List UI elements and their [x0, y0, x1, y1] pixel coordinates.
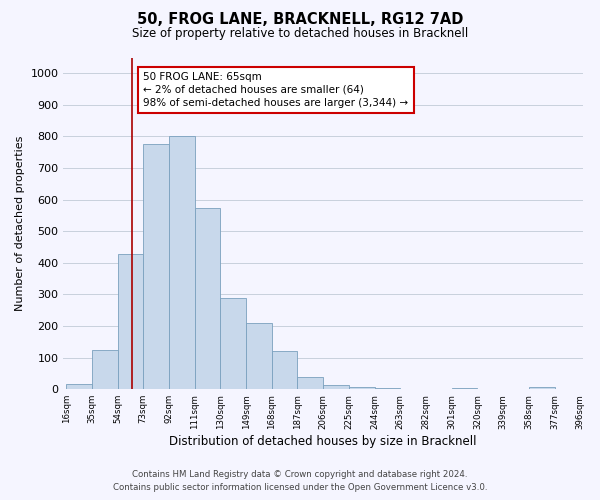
Text: 50, FROG LANE, BRACKNELL, RG12 7AD: 50, FROG LANE, BRACKNELL, RG12 7AD: [137, 12, 463, 28]
Bar: [143, 144, 169, 389]
Bar: [323, 386, 349, 389]
Bar: [220, 298, 246, 389]
Bar: [374, 388, 400, 389]
Text: Contains HM Land Registry data © Crown copyright and database right 2024.
Contai: Contains HM Land Registry data © Crown c…: [113, 470, 487, 492]
X-axis label: Distribution of detached houses by size in Bracknell: Distribution of detached houses by size …: [169, 434, 477, 448]
Bar: [298, 376, 323, 389]
Bar: [349, 386, 374, 389]
Bar: [452, 388, 478, 389]
Bar: [529, 386, 554, 389]
Text: Size of property relative to detached houses in Bracknell: Size of property relative to detached ho…: [132, 28, 468, 40]
Y-axis label: Number of detached properties: Number of detached properties: [15, 136, 25, 311]
Text: 50 FROG LANE: 65sqm
← 2% of detached houses are smaller (64)
98% of semi-detache: 50 FROG LANE: 65sqm ← 2% of detached hou…: [143, 72, 409, 108]
Bar: [92, 350, 118, 389]
Bar: [66, 384, 92, 389]
Bar: [246, 323, 272, 389]
Bar: [169, 136, 194, 389]
Bar: [118, 254, 143, 389]
Bar: [272, 352, 298, 389]
Bar: [194, 208, 220, 389]
